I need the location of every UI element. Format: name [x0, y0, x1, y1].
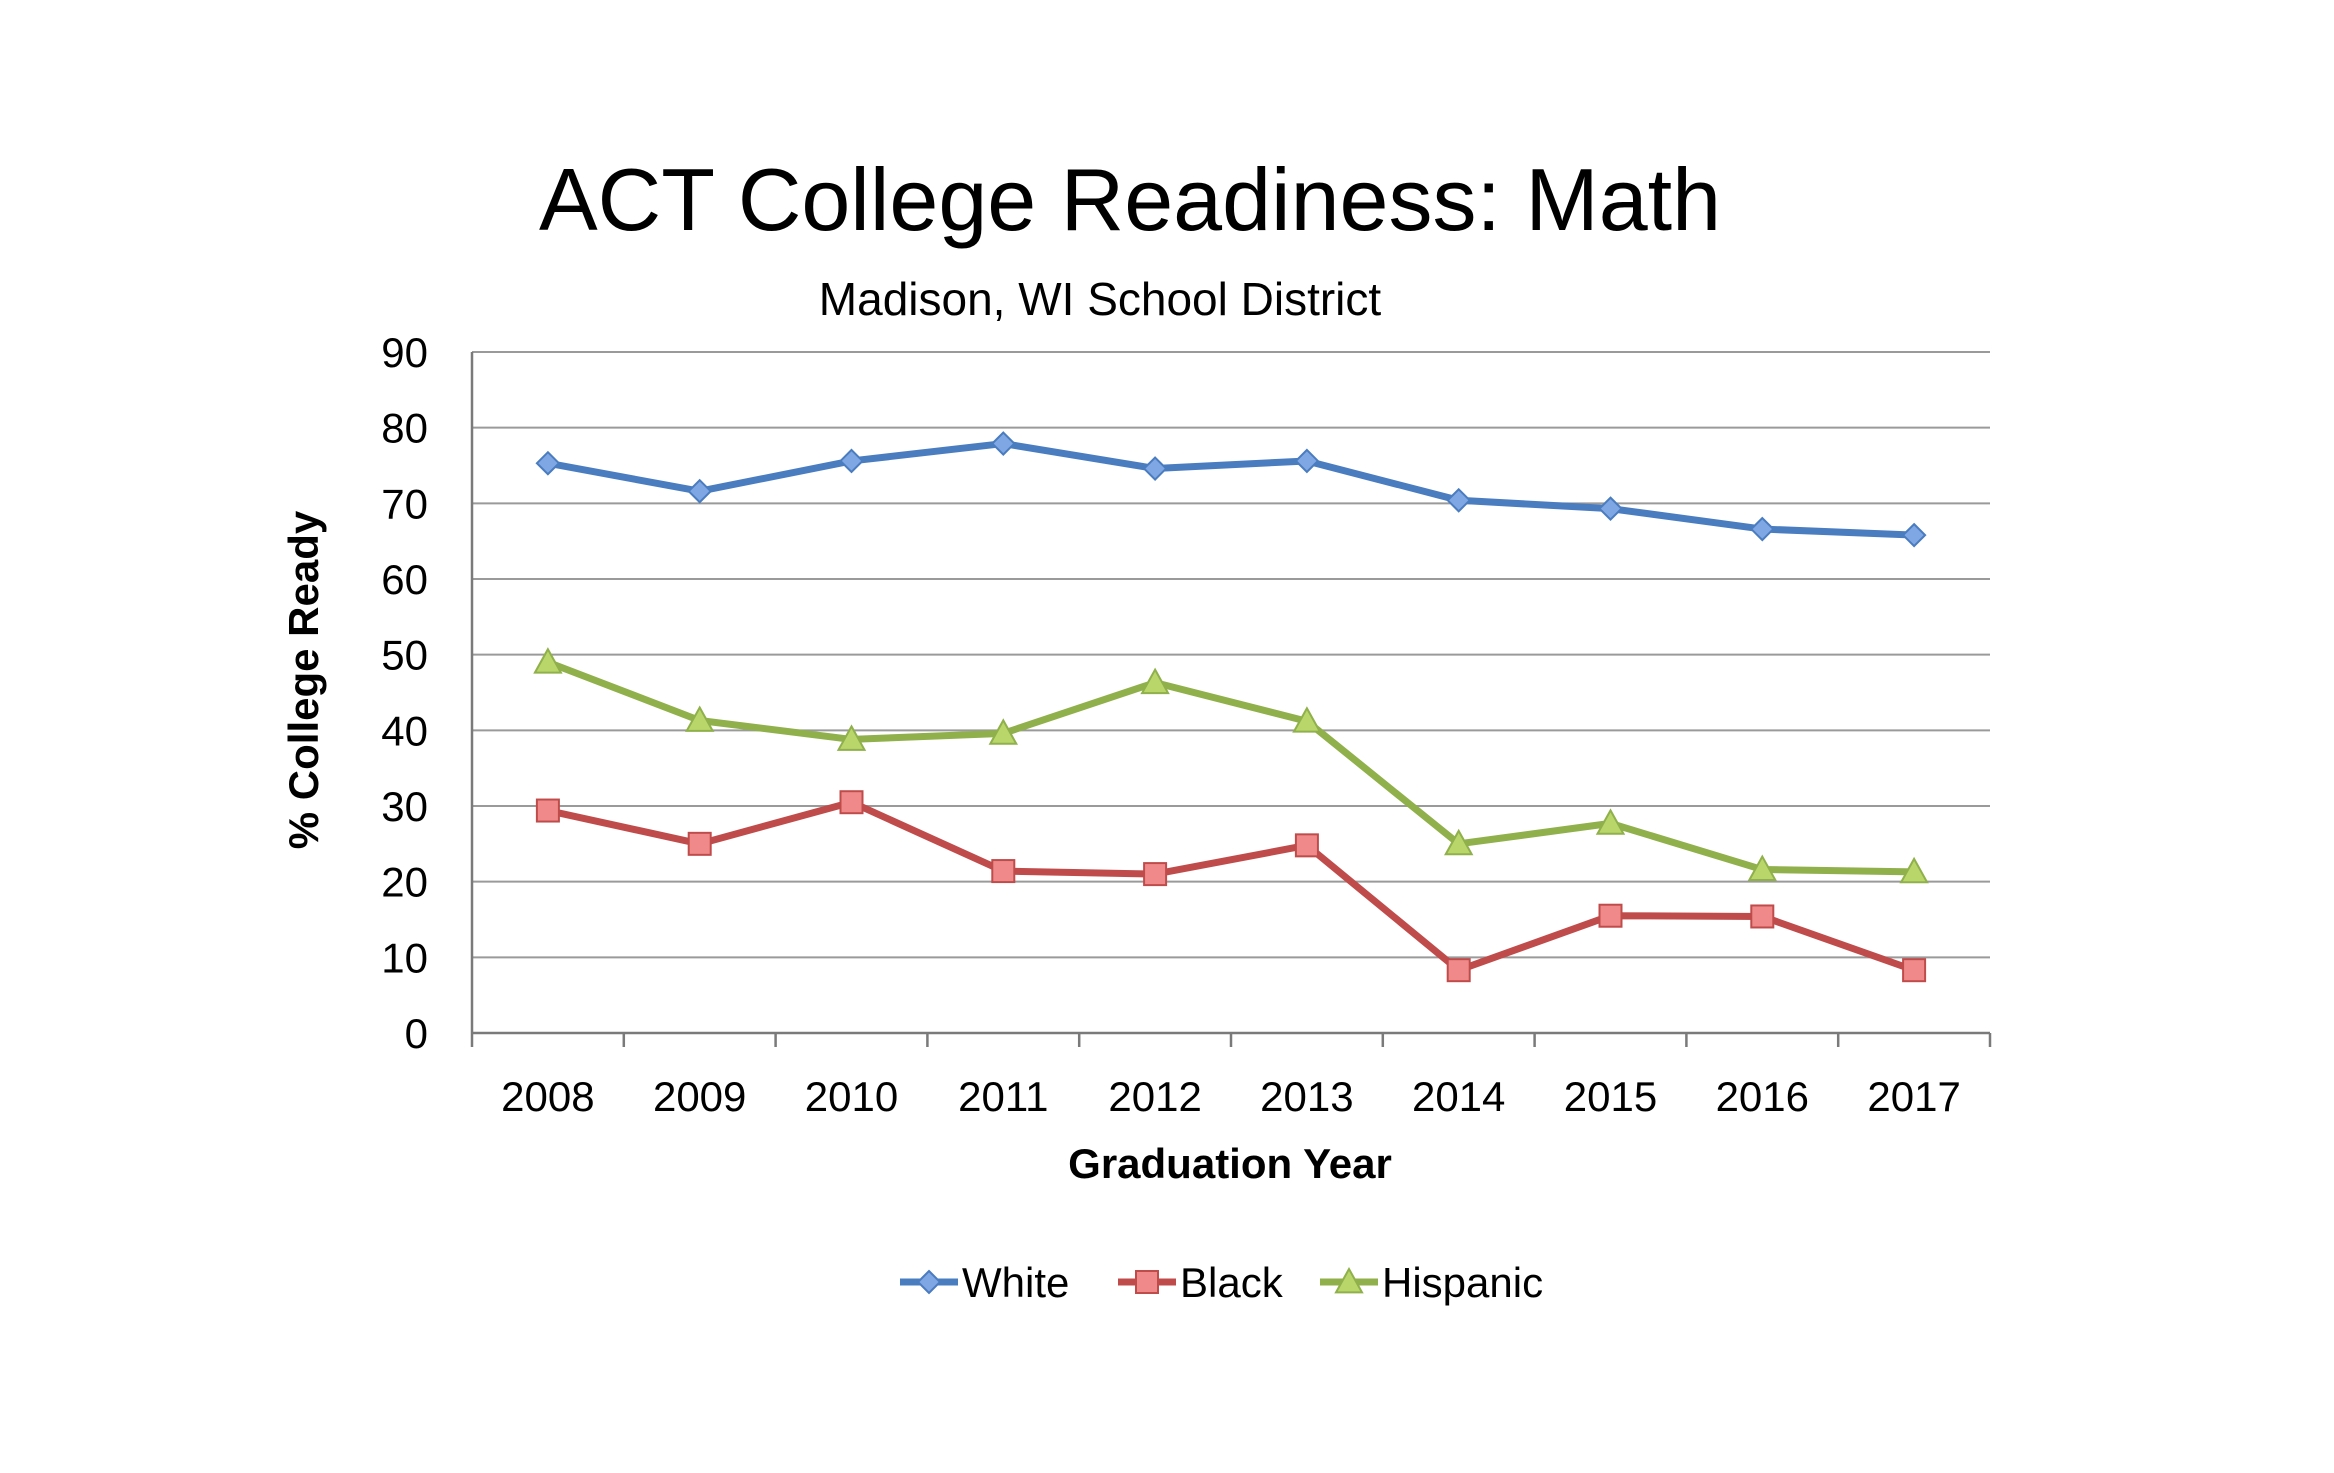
- y-tick-label: 60: [381, 556, 428, 603]
- data-point-hispanic: [1747, 854, 1777, 881]
- x-tick-label: 2011: [958, 1073, 1048, 1120]
- x-tick-label: 2009: [653, 1073, 746, 1120]
- data-point-black: [535, 798, 560, 823]
- data-point-white: [1749, 516, 1775, 542]
- x-tick-label: 2013: [1260, 1073, 1353, 1120]
- data-point-black: [687, 831, 712, 856]
- legend-item-black: Black: [1118, 1259, 1284, 1306]
- data-point-hispanic: [1140, 667, 1170, 695]
- data-point-hispanic: [1899, 856, 1929, 884]
- series-black: [535, 790, 1927, 983]
- data-point-black: [1143, 862, 1168, 887]
- data-point-hispanic: [1595, 808, 1626, 835]
- data-point-black: [1750, 904, 1775, 929]
- data-point-white: [1142, 456, 1168, 481]
- chart-title: ACT College Readiness: Math: [539, 150, 1721, 249]
- y-tick-label: 30: [381, 783, 428, 830]
- data-point-hispanic: [1292, 706, 1322, 733]
- series-line-black: [544, 798, 1918, 974]
- x-tick-label: 2012: [1108, 1073, 1201, 1120]
- data-point-hispanic: [988, 718, 1018, 745]
- legend-label-hispanic: Hispanic: [1382, 1259, 1543, 1306]
- x-tick-label: 2014: [1412, 1073, 1505, 1120]
- legend: White Black Hispanic: [900, 1259, 1543, 1306]
- x-tick-label: 2008: [501, 1073, 594, 1120]
- gridlines: [472, 351, 1990, 959]
- series-hispanic: [533, 647, 1929, 884]
- data-point-black: [1598, 903, 1623, 928]
- legend-marker-hispanic: [1334, 1266, 1364, 1294]
- data-point-hispanic: [533, 647, 563, 674]
- data-point-white: [839, 448, 864, 474]
- y-tick-label: 0: [405, 1010, 428, 1057]
- x-tick-label: 2017: [1867, 1073, 1960, 1120]
- data-point-black: [991, 859, 1016, 884]
- y-axis-label: % College Ready: [280, 510, 327, 849]
- data-point-white: [1446, 487, 1472, 513]
- y-tick-label: 80: [381, 405, 428, 452]
- data-point-hispanic: [1444, 828, 1474, 856]
- data-point-black: [1294, 833, 1319, 858]
- legend-item-white: White: [900, 1259, 1069, 1306]
- data-point-hispanic: [685, 705, 715, 732]
- legend-marker-black: [1135, 1270, 1159, 1294]
- y-tick-label: 40: [381, 707, 428, 754]
- x-tick-label: 2015: [1564, 1073, 1657, 1120]
- data-point-white: [1901, 522, 1927, 548]
- y-tick-label: 50: [381, 632, 428, 679]
- series-line-white: [544, 440, 1918, 539]
- y-tick-label: 10: [381, 934, 428, 981]
- data-point-black: [1902, 958, 1927, 983]
- legend-item-hispanic: Hispanic: [1320, 1259, 1543, 1306]
- data-point-white: [990, 431, 1016, 456]
- data-point-white: [1598, 496, 1623, 522]
- legend-label-white: White: [962, 1259, 1069, 1306]
- series-group: [533, 431, 1929, 983]
- data-point-black: [1446, 958, 1471, 983]
- data-point-hispanic: [836, 724, 867, 751]
- data-point-white: [535, 450, 561, 476]
- x-tick-label: 2010: [805, 1073, 898, 1120]
- series-line-hispanic: [544, 658, 1918, 876]
- x-axis-label: Graduation Year: [1068, 1140, 1392, 1187]
- chart-subtitle: Madison, WI School District: [819, 273, 1382, 325]
- y-tick-label: 90: [381, 329, 428, 376]
- y-tick-label: 20: [381, 859, 428, 906]
- data-point-white: [687, 478, 713, 504]
- legend-label-black: Black: [1180, 1259, 1284, 1306]
- legend-marker-white: [916, 1269, 942, 1295]
- data-point-white: [1294, 448, 1320, 474]
- data-point-black: [839, 790, 864, 815]
- y-tick-label: 70: [381, 480, 428, 527]
- series-white: [535, 431, 1927, 548]
- axes: 0 10 20 30 40 50 60 70 80 90 2008 2009 2010 2011 2012 2…: [381, 329, 1992, 1120]
- x-tick-label: 2016: [1716, 1073, 1809, 1120]
